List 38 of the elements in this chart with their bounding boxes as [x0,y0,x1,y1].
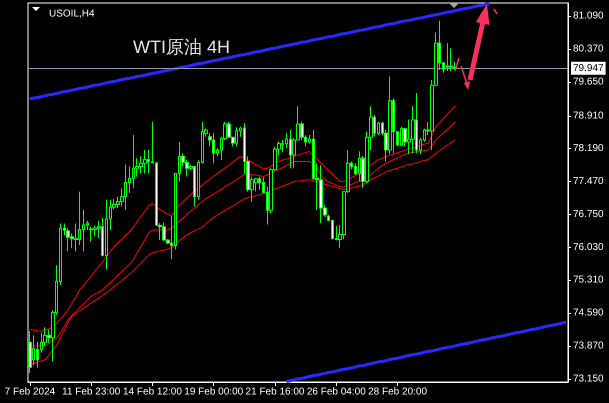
candlestick [66,228,70,252]
candlestick [400,126,403,147]
y-tick-label: 78.910 [573,110,604,122]
y-tick-label: 78.190 [573,143,604,154]
candlestick [105,199,108,270]
candlestick [446,42,449,72]
y-tick-label: 81.090 [573,10,604,22]
candlestick [258,176,261,190]
candlestick [415,92,418,154]
line-series [28,2,491,100]
x-tick-label: 28 Feb 20:00 [368,386,428,398]
y-tick-label: 74.590 [573,308,604,319]
candlestick [235,126,238,147]
ref-line-label: 79.947 [573,62,604,74]
candlestick [212,132,215,164]
y-tick-label: 73.870 [573,340,604,352]
x-tick-label: 19 Feb 00:00 [184,386,244,398]
x-tick-label: 7 Feb 2024 [4,386,56,398]
candlestick [124,164,127,210]
annotation: WTI原油 4H [133,37,230,57]
x-tick-label: 11 Feb 23:00 [62,386,121,398]
candlestick [162,222,166,242]
x-tick-label: 26 Feb 04:00 [306,386,366,398]
y-tick-label: 80.370 [573,44,604,55]
candlestick [143,150,147,174]
candlestick [319,164,323,224]
candlestick [289,129,292,169]
y-tick-label: 76.750 [573,208,604,220]
y-tick-label: 76.030 [573,242,604,253]
y-tick-label: 73.150 [573,373,604,384]
x-tick-label: 21 Feb 16:00 [246,386,305,398]
candlestick [132,134,135,189]
line-series [285,320,568,384]
y-tick-label: 77.470 [573,176,604,188]
x-tick-label: 14 Feb 12:00 [123,386,182,398]
y-tick-label: 75.310 [573,274,604,286]
text: USOIL,H4 [49,8,96,20]
y-tick-label: 79.650 [573,76,604,88]
